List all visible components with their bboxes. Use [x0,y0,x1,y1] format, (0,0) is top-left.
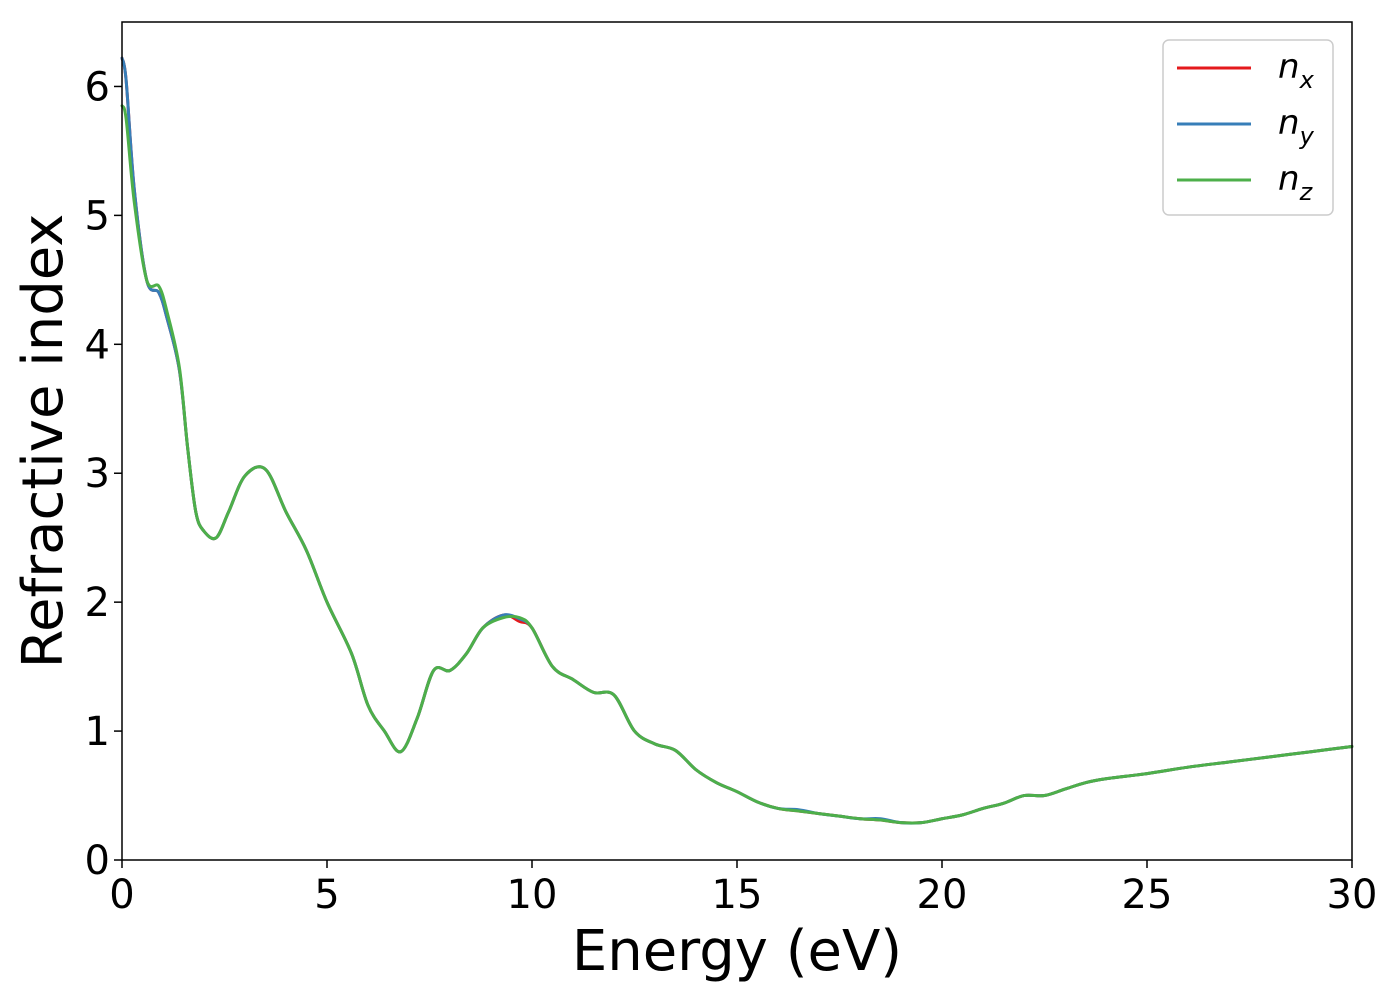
series-line-nz [120,104,1354,825]
y-tick-label: 1 [85,709,110,755]
legend-box [1162,39,1334,216]
legend-label-ny: ny [1278,103,1315,150]
y-tick-label: 5 [85,193,110,239]
legend-label-nz: nz [1278,159,1314,206]
x-tick-label: 5 [314,872,339,918]
legend-label-base: n [1278,103,1300,143]
legend-label-subscript: z [1299,178,1314,206]
y-tick-label: 6 [85,64,110,110]
y-tick-label: 2 [85,580,110,626]
x-axis-title: Energy (eV) [572,919,902,984]
legend-label-subscript: y [1299,122,1315,150]
y-tick-label: 4 [85,322,110,368]
legend-label-nx: nx [1278,47,1315,94]
legend-label-base: n [1278,47,1300,87]
legend-label-base: n [1278,159,1300,199]
y-tick-label: 0 [85,838,110,884]
x-tick-label: 30 [1327,872,1378,918]
x-tick-label: 10 [507,872,558,918]
x-tick-label: 15 [712,872,763,918]
legend-label-subscript: x [1299,66,1315,94]
x-tick-label: 0 [109,872,134,918]
series-lines [120,56,1354,825]
y-tick-label: 3 [85,451,110,497]
x-tick-label: 25 [1122,872,1173,918]
y-axis-ticks: 0 1 2 3 4 5 6 [85,64,122,884]
x-axis-ticks: 0 5 10 15 20 25 30 [109,860,1377,918]
plot-area [122,22,1352,860]
x-tick-label: 20 [917,872,968,918]
y-axis-title: Refractive index [11,214,76,669]
